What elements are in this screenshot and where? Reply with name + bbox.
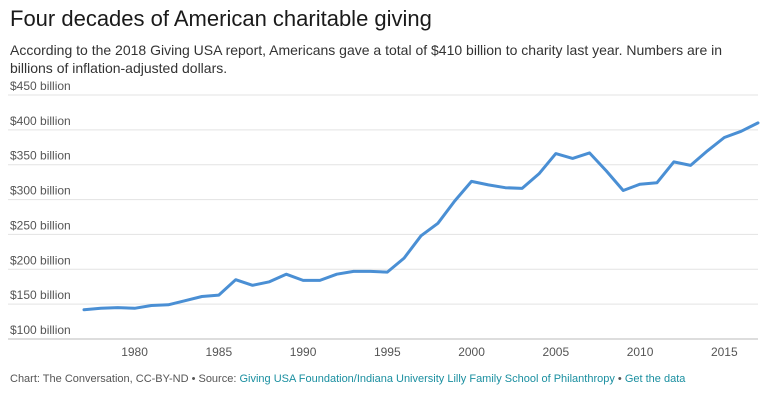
data-point [622, 189, 625, 192]
data-point [150, 304, 153, 307]
x-tick-label: 1990 [290, 345, 317, 359]
y-tick-label: $250 billion [10, 218, 71, 232]
chart-footer: Chart: The Conversation, CC-BY-ND • Sour… [10, 373, 685, 385]
y-tick-label: $300 billion [10, 184, 71, 198]
data-point [386, 271, 389, 274]
data-point [200, 295, 203, 298]
y-tick-label: $400 billion [10, 114, 71, 128]
y-tick-label: $100 billion [10, 323, 71, 337]
data-point [487, 183, 490, 186]
data-point [672, 160, 675, 163]
data-point [83, 308, 86, 311]
data-point [706, 149, 709, 152]
data-point [184, 299, 187, 302]
data-point [757, 121, 760, 124]
series-line [82, 121, 760, 312]
data-point [99, 307, 102, 310]
data-point [268, 280, 271, 283]
x-tick-label: 2015 [711, 345, 738, 359]
x-tick-label: 2010 [627, 345, 654, 359]
data-point [403, 257, 406, 260]
data-point [318, 279, 321, 282]
data-point [453, 199, 456, 202]
data-point [605, 169, 608, 172]
footer-separator: • [614, 373, 625, 385]
data-point [369, 270, 372, 273]
footer-credit: Chart: The Conversation, CC-BY-ND • Sour… [10, 373, 240, 385]
x-tick-label: 2005 [542, 345, 569, 359]
x-tick-label: 1985 [205, 345, 232, 359]
data-point [436, 222, 439, 225]
data-point [689, 164, 692, 167]
data-point [554, 152, 557, 155]
data-point [723, 136, 726, 139]
source-link[interactable]: Giving USA Foundation/Indiana University… [239, 373, 615, 385]
data-point [251, 284, 254, 287]
data-point [116, 306, 119, 309]
data-point [655, 181, 658, 184]
line-chart: $100 billion $150 billion $200 billion $250… [8, 80, 760, 359]
x-tick-label: 1995 [374, 345, 401, 359]
x-tick-label: 1980 [121, 345, 148, 359]
data-point [234, 278, 237, 281]
get-the-data-link[interactable]: Get the data [624, 373, 686, 385]
data-point [740, 130, 743, 133]
data-point [639, 183, 642, 186]
y-tick-label: $200 billion [10, 253, 71, 267]
data-point [133, 307, 136, 310]
x-tick-label: 2000 [458, 345, 485, 359]
data-point [217, 294, 220, 297]
data-point [571, 157, 574, 160]
y-tick-label: $450 billion [10, 80, 71, 93]
data-point [470, 180, 473, 183]
data-point [420, 234, 423, 237]
data-point [335, 273, 338, 276]
chart-subtitle: According to the 2018 Giving USA report,… [10, 42, 723, 76]
data-point [302, 279, 305, 282]
chart-title: Four decades of American charitable givi… [10, 6, 432, 31]
y-tick-label: $150 billion [10, 288, 71, 302]
data-point [537, 172, 540, 175]
data-point [285, 273, 288, 276]
data-point [504, 186, 507, 189]
data-point [588, 151, 591, 154]
y-tick-label: $350 billion [10, 149, 71, 163]
data-point [167, 303, 170, 306]
data-point [352, 270, 355, 273]
data-point [521, 187, 524, 190]
